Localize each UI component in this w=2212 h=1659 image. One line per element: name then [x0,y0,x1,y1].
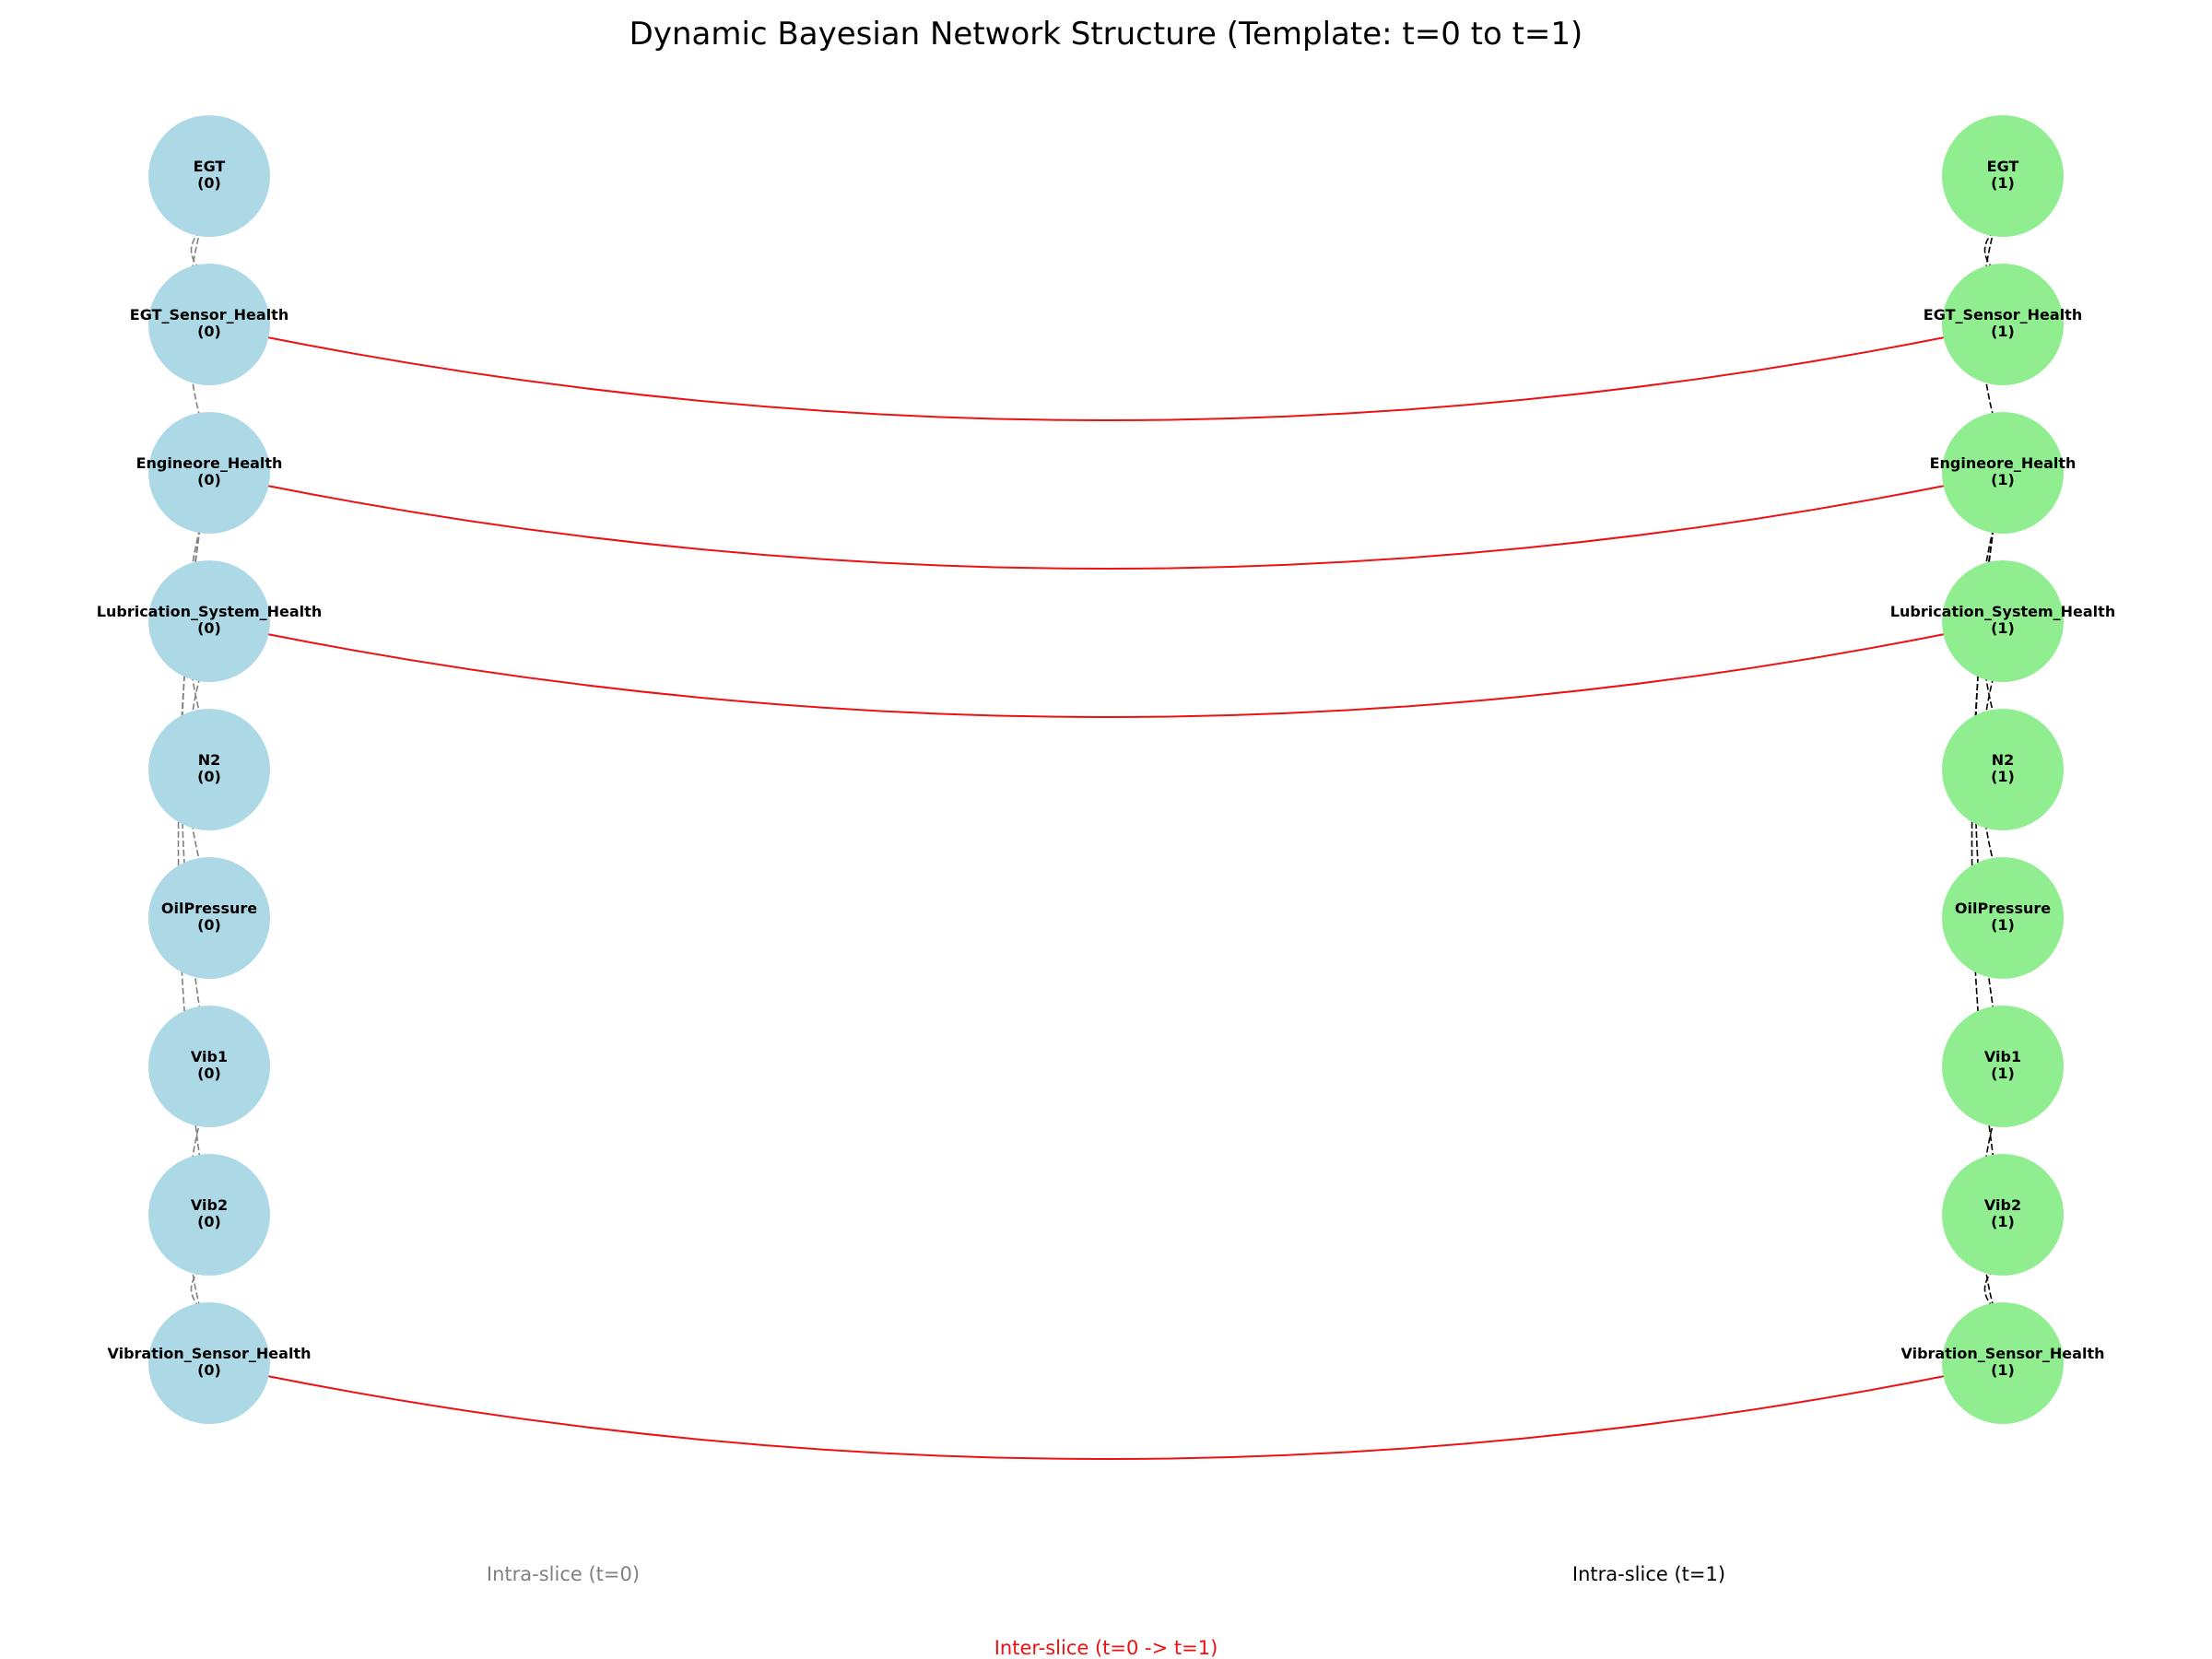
node-label-EGT_Sensor_Health-t1: EGT_Sensor_Health [1924,306,2082,324]
node-Vib2-t0: Vib2(0) [148,1154,270,1276]
node-Vib1-t1: Vib1(1) [1942,1006,2064,1127]
node-slice-label-EGT_Sensor_Health-t1: (1) [1991,323,2015,340]
node-label-N2-t1: N2 [1992,751,2015,769]
node-circle-Vib2-t1 [1942,1154,2064,1276]
inter-edge-Lubrication_System_Health [266,633,1946,718]
node-slice-label-Vib2-t1: (1) [1991,1213,2015,1230]
node-circle-EGT-t1 [1942,115,2064,237]
node-label-N2-t0: N2 [198,751,221,769]
node-slice-label-EGT-t1: (1) [1991,174,2015,192]
legend-intra-slice-t1: Intra-slice (t=1) [1572,1563,1725,1585]
inter-slice-edges [266,336,1946,1460]
intra-edge-t0-Engineore_Health-Vib2 [177,527,201,1160]
intra-slice-edges [177,230,1994,1309]
node-Engineore_Health-t1: Engineore_Health(1) [1930,412,2077,534]
node-circle-Lubrication_System_Health-t0 [148,560,270,682]
node-EGT_Sensor_Health-t1: EGT_Sensor_Health(1) [1924,264,2082,385]
node-slice-label-Vib1-t1: (1) [1991,1065,2015,1082]
node-label-Vib1-t0: Vib1 [191,1048,228,1065]
node-circle-Vib2-t0 [148,1154,270,1276]
node-label-Vibration_Sensor_Health-t1: Vibration_Sensor_Health [1901,1345,2105,1362]
inter-edge-EGT_Sensor_Health [266,336,1946,421]
legend-inter-slice: Inter-slice (t=0 -> t=1) [994,1637,1218,1659]
node-circle-OilPressure-t0 [148,857,270,979]
node-circle-EGT_Sensor_Health-t0 [148,264,270,385]
node-slice-label-EGT-t0: (0) [197,174,221,192]
node-label-OilPressure-t0: OilPressure [161,900,257,917]
node-EGT-t0: EGT(0) [148,115,270,237]
node-slice-label-OilPressure-t1: (1) [1991,916,2015,934]
node-slice-label-Vibration_Sensor_Health-t1: (1) [1991,1361,2015,1379]
node-label-EGT-t0: EGT [194,158,226,175]
node-EGT-t1: EGT(1) [1942,115,2064,237]
node-label-OilPressure-t1: OilPressure [1955,900,2051,917]
node-Lubrication_System_Health-t1: Lubrication_System_Health(1) [1890,560,2115,682]
node-slice-label-OilPressure-t0: (0) [197,916,221,934]
node-circle-Vibration_Sensor_Health-t1 [1942,1302,2064,1424]
legend-intra-slice-t0: Intra-slice (t=0) [487,1563,640,1585]
node-circle-Engineore_Health-t1 [1942,412,2064,534]
intra-edge-t1-Engineore_Health-Vib2 [1971,527,1994,1160]
node-circle-N2-t0 [148,709,270,830]
node-slice-label-EGT_Sensor_Health-t0: (0) [197,323,221,340]
node-circle-EGT_Sensor_Health-t1 [1942,264,2064,385]
node-Vib2-t1: Vib2(1) [1942,1154,2064,1276]
node-slice-label-Vib1-t0: (0) [197,1065,221,1082]
node-label-Engineore_Health-t1: Engineore_Health [1930,454,2077,472]
diagram-title: Dynamic Bayesian Network Structure (Temp… [629,16,1583,53]
node-slice-label-N2-t1: (1) [1991,768,2015,785]
node-label-EGT_Sensor_Health-t0: EGT_Sensor_Health [130,306,288,324]
node-N2-t1: N2(1) [1942,709,2064,830]
node-slice-label-Lubrication_System_Health-t1: (1) [1991,619,2015,637]
node-slice-label-Engineore_Health-t0: (0) [197,471,221,488]
node-slice-label-Engineore_Health-t1: (1) [1991,471,2015,488]
node-label-Vib1-t1: Vib1 [1984,1048,2021,1065]
node-circle-Vib1-t0 [148,1006,270,1127]
node-EGT_Sensor_Health-t0: EGT_Sensor_Health(0) [130,264,288,385]
node-label-EGT-t1: EGT [1987,158,2019,175]
node-label-Vib2-t0: Vib2 [191,1196,228,1214]
node-N2-t0: N2(0) [148,709,270,830]
node-circle-Vib1-t1 [1942,1006,2064,1127]
inter-edge-Vibration_Sensor_Health [266,1375,1946,1460]
node-label-Vib2-t1: Vib2 [1984,1196,2021,1214]
network-nodes: EGT(0)EGT_Sensor_Health(0)Engineore_Heal… [97,115,2115,1424]
node-Vibration_Sensor_Health-t1: Vibration_Sensor_Health(1) [1901,1302,2105,1424]
node-Vibration_Sensor_Health-t0: Vibration_Sensor_Health(0) [108,1302,312,1424]
node-circle-Engineore_Health-t0 [148,412,270,534]
node-OilPressure-t0: OilPressure(0) [148,857,270,979]
node-label-Vibration_Sensor_Health-t0: Vibration_Sensor_Health [108,1345,312,1362]
node-circle-EGT-t0 [148,115,270,237]
node-slice-label-Vibration_Sensor_Health-t0: (0) [197,1361,221,1379]
node-Engineore_Health-t0: Engineore_Health(0) [136,412,283,534]
node-label-Lubrication_System_Health-t1: Lubrication_System_Health [1890,603,2115,620]
node-label-Engineore_Health-t0: Engineore_Health [136,454,283,472]
node-circle-Lubrication_System_Health-t1 [1942,560,2064,682]
node-slice-label-Lubrication_System_Health-t0: (0) [197,619,221,637]
node-circle-N2-t1 [1942,709,2064,830]
node-circle-Vibration_Sensor_Health-t0 [148,1302,270,1424]
node-slice-label-N2-t0: (0) [197,768,221,785]
node-Vib1-t0: Vib1(0) [148,1006,270,1127]
node-Lubrication_System_Health-t0: Lubrication_System_Health(0) [97,560,322,682]
node-circle-OilPressure-t1 [1942,857,2064,979]
node-label-Lubrication_System_Health-t0: Lubrication_System_Health [97,603,322,620]
node-OilPressure-t1: OilPressure(1) [1942,857,2064,979]
node-slice-label-Vib2-t0: (0) [197,1213,221,1230]
inter-edge-Engineore_Health [266,485,1946,570]
